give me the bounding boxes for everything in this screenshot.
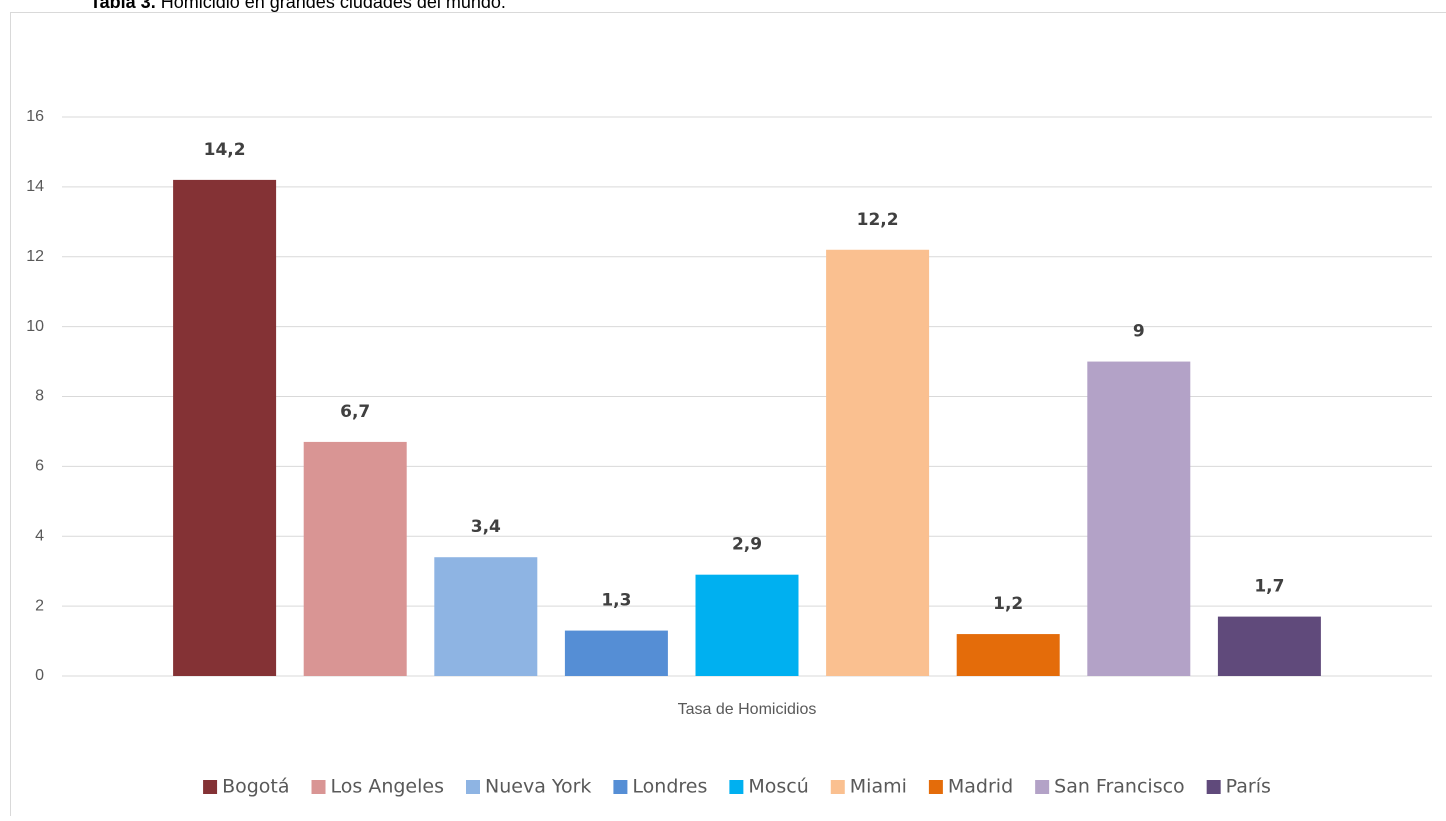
legend-swatch [831,780,845,794]
legend-label: Londres [632,776,707,798]
legend-label: Los Angeles [331,776,444,798]
y-tick-label: 0 [35,667,44,684]
bar [826,250,929,676]
data-label: 9 [1133,322,1145,342]
y-tick-label: 8 [35,388,44,405]
bar [696,575,799,676]
legend-swatch [729,780,743,794]
data-label: 1,3 [601,591,631,611]
legend-swatch [1035,780,1049,794]
legend-swatch [613,780,627,794]
title-label: Tabla 3. [90,0,156,12]
legend-label: Bogotá [222,776,289,798]
data-label: 2,9 [732,535,762,555]
legend-label: París [1226,776,1271,798]
y-tick-label: 6 [35,458,44,475]
legend-swatch [466,780,480,794]
y-tick-label: 14 [26,178,44,195]
legend-swatch [929,780,943,794]
legend-label: Miami [850,776,907,798]
legend-swatch [1207,780,1221,794]
x-tick-label: Tasa de Homicidios [678,701,817,718]
bar [1218,617,1321,676]
data-label: 1,7 [1254,577,1284,597]
y-tick-label: 2 [35,597,44,614]
data-label: 6,7 [340,402,370,422]
data-label: 3,4 [471,517,501,537]
data-label: 12,2 [857,210,899,230]
data-label: 1,2 [993,594,1023,614]
bar [173,180,276,676]
bar [434,557,537,676]
legend-swatch [203,780,217,794]
legend-label: San Francisco [1054,776,1185,798]
chart-title: Tabla 3. Homicidio en grandes ciudades d… [90,0,506,12]
y-tick-label: 10 [26,318,44,335]
y-tick-label: 12 [26,248,44,265]
bar [304,442,407,676]
title-text: Homicidio en grandes ciudades del mundo. [161,0,506,12]
legend-label: Nueva York [485,776,591,798]
bar [565,631,668,676]
bar [957,634,1060,676]
data-label: 14,2 [204,140,246,160]
bar [1087,362,1190,676]
y-tick-label: 4 [35,527,44,544]
legend-label: Madrid [948,776,1013,798]
legend-label: Moscú [748,776,808,798]
legend-swatch [312,780,326,794]
y-tick-label: 16 [26,108,44,125]
